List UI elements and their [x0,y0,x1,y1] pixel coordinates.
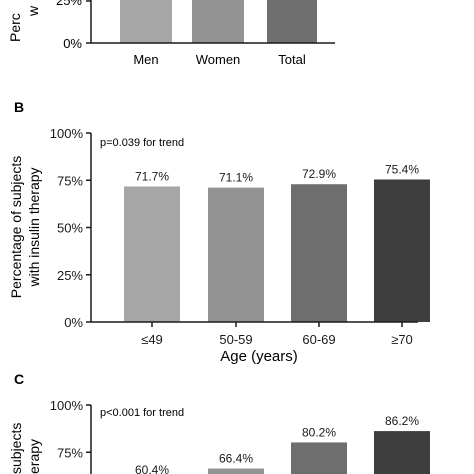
panel-b-xtick-label: 60-69 [302,332,335,347]
panel-b-bar [374,179,430,322]
panel-b-bar [124,186,180,322]
panel-b-y-ticks: 0% 25% 50% 75% 100% [50,126,91,330]
panel-a-xtick-women: Women [196,52,241,67]
panel-b-bar [291,184,347,322]
panel-c-y-label-line2: erapy [26,439,42,474]
panel-b-data-label: 71.7% [135,169,169,183]
panel-b-y-label-line2: with insulin therapy [26,167,42,287]
panel-c-data-label: 80.2% [302,425,336,439]
panel-b-xtick-label: ≥70 [391,332,413,347]
panel-a-xtick-total: Total [278,52,306,67]
panel-c-y-label: subjects erapy [8,423,42,474]
panel-b-annotation: p=0.039 for trend [100,137,184,149]
panel-c-data-label: 66.4% [219,452,253,466]
panel-b-xtick-label: 50-59 [219,332,252,347]
panel-c-bars: 60.4% 66.4% 80.2% 86.2% [135,414,430,474]
panel-b-xtick-label: ≤49 [141,332,163,347]
panel-c-ytick-label: 75% [57,445,83,460]
panel-a-bar-total [267,0,317,43]
panel-b-y-label-line1: Percentage of subjects [8,156,24,298]
panel-a-ytick-25: 25% [56,0,82,8]
panel-b-letter: B [14,99,24,115]
panel-a-bar-women [192,0,244,43]
panel-b: B Percentage of subjects with insulin th… [8,99,430,365]
panel-a-y-label: Perc w [7,5,41,42]
panel-c-y-label-line1: subjects [8,423,24,474]
panel-b-bars: 71.7% 71.1% 72.9% 75.4% [124,162,430,322]
panel-a-y-label-line1: Perc [7,13,23,42]
panel-b-data-label: 72.9% [302,167,336,181]
panel-b-ytick-label: 50% [57,221,83,236]
panel-b-x-label: Age (years) [220,348,298,365]
panel-c-letter: C [14,371,24,387]
panel-a-bar-men [120,0,172,43]
panel-c-bar [374,431,430,474]
panel-c-annotation: p<0.001 for trend [100,407,184,419]
panel-c-bar [208,468,264,474]
panel-a-ytick-0: 0% [63,36,82,51]
panel-c: C subjects erapy 100% 75% 60.4% 66.4% 80.2%… [8,371,430,474]
panel-c-data-label: 60.4% [135,463,169,474]
panel-b-ytick-label: 75% [57,173,83,188]
panel-c-y-ticks: 100% 75% [50,398,91,460]
panel-a-y-label-line2: w [25,5,41,17]
panel-b-ytick-label: 25% [57,268,83,283]
panel-b-data-label: 71.1% [219,171,253,185]
panel-a-xtick-men: Men [133,52,158,67]
panel-b-ytick-label: 0% [64,315,83,330]
panel-a: Perc w 25% 0% Men Women Total [7,0,335,67]
panel-b-x-ticks: ≤49 50-59 60-69 ≥70 [141,322,413,347]
panel-c-bar [291,442,347,474]
panel-b-y-label: Percentage of subjects with insulin ther… [8,156,42,298]
panel-b-data-label: 75.4% [385,162,419,176]
panel-c-data-label: 86.2% [385,414,419,428]
panel-b-ytick-label: 100% [50,126,84,141]
panel-c-ytick-label: 100% [50,398,84,413]
panel-b-bar [208,187,264,322]
